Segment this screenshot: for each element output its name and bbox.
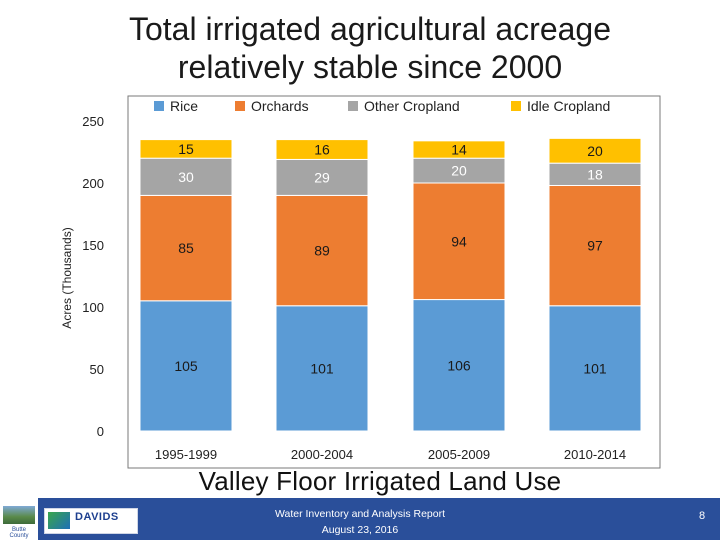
bar-segment	[275, 305, 369, 432]
slide-title: Total irrigated agricultural acreage rel…	[60, 10, 680, 86]
bar-segment	[139, 300, 233, 432]
data-label: 29	[314, 169, 330, 185]
bar-segment	[412, 157, 506, 184]
data-label: 15	[178, 141, 194, 157]
x-tick-label: 2005-2009	[428, 447, 490, 462]
stacked-bar-chart: 0 50 100 150 200 250 Acres (Thousands) Rice Orch…	[60, 95, 661, 469]
chart-subtitle: Valley Floor Irrigated Land Use	[198, 466, 562, 496]
page-number: 8	[698, 510, 706, 522]
slide-title-line1: Total irrigated agricultural acreage	[128, 11, 612, 47]
y-axis-label: Acres (Thousands)	[60, 227, 74, 328]
mountain-logo-icon	[3, 506, 35, 524]
x-tick-label: 2010-2014	[564, 447, 626, 462]
y-tick-label: 50	[90, 362, 104, 377]
y-tick-label: 200	[82, 176, 104, 191]
footer-text: Water Inventory and Analysis Report Augu…	[250, 506, 470, 538]
bar-segment	[275, 194, 369, 307]
legend-swatch	[235, 101, 245, 111]
x-tick-label: 2000-2004	[291, 447, 353, 462]
chart-container: 0 50 100 150 200 250 Acres (Thousands) Rice Orch…	[60, 95, 661, 469]
data-label: 30	[178, 169, 194, 185]
data-label: 106	[447, 357, 471, 373]
data-label: 18	[587, 166, 603, 182]
data-label: 20	[587, 143, 603, 159]
footer-report-name: Water Inventory and Analysis Report	[274, 508, 446, 520]
data-label: 97	[587, 238, 603, 254]
x-tick-label: 1995-1999	[155, 447, 217, 462]
bar-segment	[548, 305, 642, 432]
bar-segment	[412, 140, 506, 159]
data-label: 101	[583, 360, 607, 376]
county-logo: Butte County	[0, 498, 38, 540]
data-label: 105	[174, 358, 198, 374]
data-label: 94	[451, 233, 467, 249]
bar-segment	[548, 184, 642, 307]
y-tick-label: 100	[82, 300, 104, 315]
legend-swatch	[348, 101, 358, 111]
footer-date: August 23, 2016	[321, 524, 399, 536]
legend-label: Orchards	[251, 98, 309, 114]
legend-label: Idle Cropland	[527, 98, 610, 114]
bar-segment	[139, 194, 233, 302]
data-label: 101	[310, 360, 334, 376]
legend-swatch	[154, 101, 164, 111]
data-label: 85	[178, 240, 194, 256]
y-tick-label: 150	[82, 238, 104, 253]
legend-swatch	[511, 101, 521, 111]
firm-logo: DAVIDS	[44, 508, 138, 534]
bar-segment	[548, 137, 642, 164]
firm-logo-wordmark: DAVIDS	[75, 511, 119, 523]
y-tick-label: 250	[82, 114, 104, 129]
y-tick-label: 0	[97, 424, 104, 439]
bar-segment	[275, 139, 369, 160]
data-label: 14	[451, 142, 467, 158]
data-label: 89	[314, 243, 330, 259]
legend-label: Rice	[170, 98, 198, 114]
county-logo-text: Butte County	[9, 527, 29, 539]
slide-title-line2: relatively stable since 2000	[177, 49, 563, 85]
data-label: 16	[314, 142, 330, 158]
bar-segment	[412, 299, 506, 432]
bar-segment	[139, 139, 233, 159]
legend-label: Other Cropland	[364, 98, 460, 114]
firm-logo-icon	[48, 512, 70, 529]
data-label: 20	[451, 163, 467, 179]
